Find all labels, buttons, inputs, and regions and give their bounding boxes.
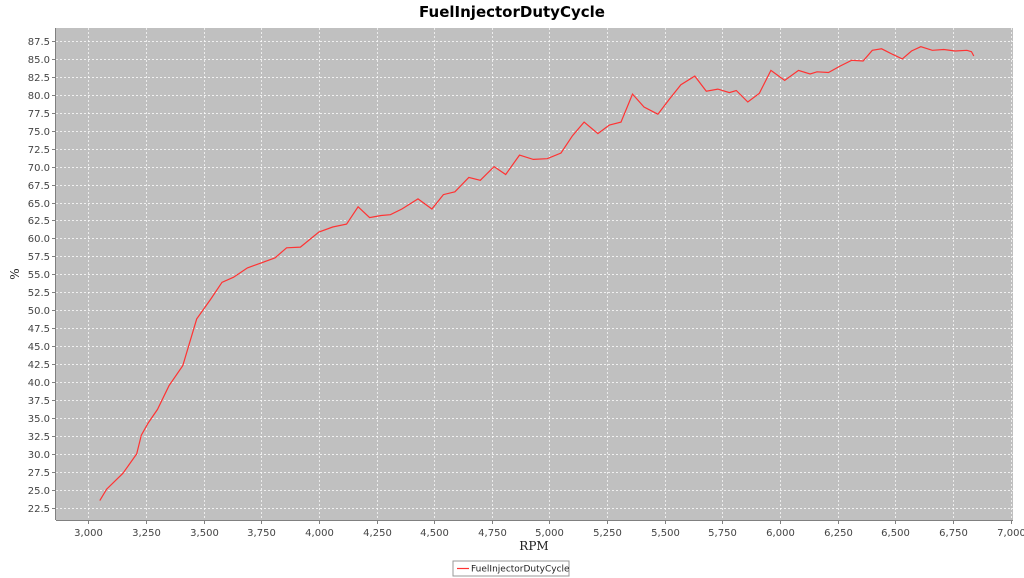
y-tick-label: 82.5: [28, 73, 50, 84]
y-tick-label: 85.0: [28, 55, 50, 66]
x-tick-label: 7,000: [997, 528, 1024, 539]
legend-box: [452, 560, 570, 577]
x-tick-label: 3,750: [247, 528, 276, 539]
y-tick-label: 42.5: [28, 360, 50, 371]
y-tick-label: 47.5: [28, 324, 50, 335]
x-tick-label: 6,000: [766, 528, 795, 539]
x-tick-label: 3,500: [190, 528, 219, 539]
y-tick-label: 57.5: [28, 252, 50, 263]
y-tick-label: 37.5: [28, 396, 50, 407]
x-tick-label: 3,250: [132, 528, 161, 539]
plot-area: [56, 28, 1013, 520]
series-line: [99, 46, 975, 501]
legend: FuelInjectorDutyCycle: [452, 560, 570, 577]
x-tick-label: 6,250: [824, 528, 853, 539]
x-tick-label: 4,750: [478, 528, 507, 539]
y-axis-title: %: [8, 268, 22, 279]
y-tick-label: 75.0: [28, 127, 50, 138]
y-tick-label: 72.5: [28, 145, 50, 156]
y-tick-label: 40.0: [28, 378, 50, 389]
y-tick-label: 60.0: [28, 234, 50, 245]
x-tick-label: 5,000: [535, 528, 564, 539]
y-tick-label: 27.5: [28, 468, 50, 479]
y-tick-label: 87.5: [28, 37, 50, 48]
x-axis-title: RPM: [519, 539, 548, 553]
chart-title: FuelInjectorDutyCycle: [419, 3, 605, 21]
y-tick-label: 35.0: [28, 414, 50, 425]
y-tick-label: 30.0: [28, 450, 50, 461]
x-gridlines: [88, 28, 1012, 520]
x-tick-label: 3,000: [74, 528, 103, 539]
y-gridlines: [56, 41, 1013, 509]
y-tick-label: 22.5: [28, 504, 50, 515]
x-tick-label: 4,000: [305, 528, 334, 539]
x-tick-label: 5,250: [593, 528, 622, 539]
y-tick-label: 62.5: [28, 216, 50, 227]
x-tick-label: 6,750: [939, 528, 968, 539]
x-tick-label: 4,500: [420, 528, 449, 539]
y-tick-label: 77.5: [28, 109, 50, 120]
x-tick-label: 5,500: [651, 528, 680, 539]
x-tick-label: 4,250: [363, 528, 392, 539]
x-tick-label: 6,500: [881, 528, 910, 539]
y-tick-label: 32.5: [28, 432, 50, 443]
y-tick-label: 80.0: [28, 91, 50, 102]
y-axis: 22.5 25.0 27.5 30.0 32.5 35.0 37.5 40.0 42.5 45.0…: [28, 28, 56, 520]
y-tick-label: 45.0: [28, 342, 50, 353]
x-tick-label: 5,750: [708, 528, 737, 539]
y-tick-label: 52.5: [28, 288, 50, 299]
y-tick-label: 25.0: [28, 486, 50, 497]
y-tick-label: 50.0: [28, 306, 50, 317]
y-tick-label: 55.0: [28, 270, 50, 281]
y-tick-label: 67.5: [28, 181, 50, 192]
y-tick-label: 70.0: [28, 163, 50, 174]
legend-label: FuelInjectorDutyCycle: [471, 565, 570, 575]
x-axis: 3,000 3,250 3,500 3,750 4,000 4,250 4,500 4,750…: [56, 520, 1024, 539]
y-tick-label: 65.0: [28, 199, 50, 210]
